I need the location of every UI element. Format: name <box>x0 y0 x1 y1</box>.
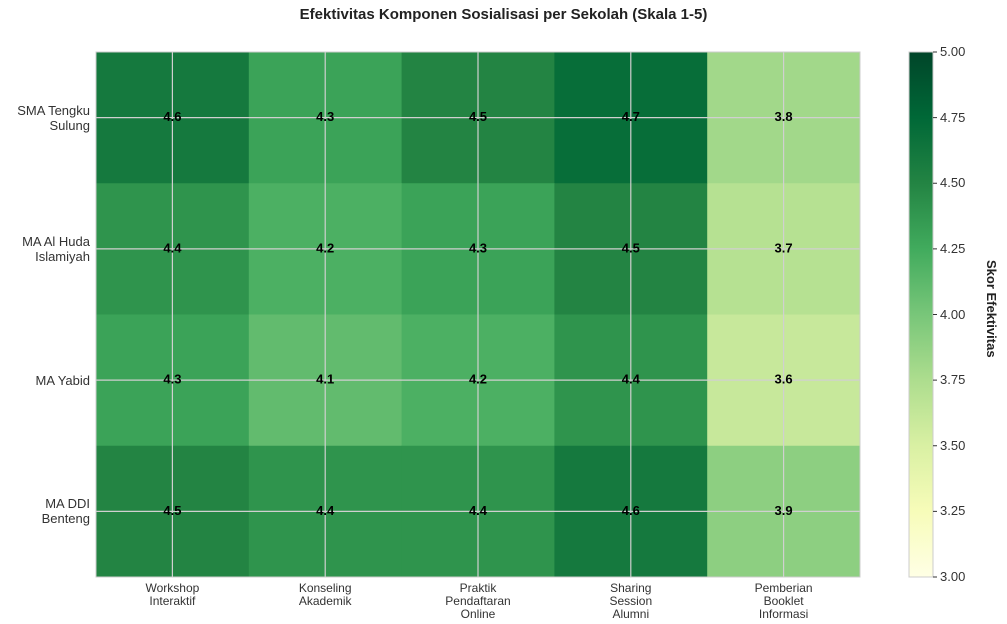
value-label: 4.3 <box>163 372 181 387</box>
value-label: 4.3 <box>469 240 487 255</box>
value-label: 4.3 <box>316 109 334 124</box>
value-label: 4.2 <box>316 240 334 255</box>
value-label: 4.5 <box>622 240 640 255</box>
plot-frame <box>95 51 861 578</box>
colorbar-tick-label: 4.00 <box>940 306 966 322</box>
y-tick-label: MA DDI Benteng <box>41 496 90 527</box>
value-label: 3.6 <box>775 372 793 387</box>
value-label: 4.4 <box>469 503 488 518</box>
value-label: 4.2 <box>469 372 487 387</box>
value-label: 3.8 <box>775 109 793 124</box>
colorbar-tick-label: 5.00 <box>940 44 966 59</box>
x-tick-label: Konseling Akademik <box>298 581 352 608</box>
value-label: 4.7 <box>622 109 640 124</box>
colorbar-label: Skor Efektivitas <box>984 259 999 358</box>
value-label: 4.4 <box>163 240 182 255</box>
colorbar <box>908 51 934 578</box>
value-label: 4.6 <box>622 503 640 518</box>
value-label: 3.9 <box>775 503 793 518</box>
colorbar-tick-label: 4.50 <box>940 175 966 191</box>
x-tick-label: Praktik Pendaftaran Online <box>445 581 511 621</box>
y-tick-label: MA Yabid <box>35 372 90 388</box>
colorbar-tick-label: 3.00 <box>940 569 966 584</box>
colorbar-tick-label: 3.75 <box>940 372 966 388</box>
value-label: 3.7 <box>775 240 793 255</box>
value-label: 4.5 <box>469 109 487 124</box>
colorbar-tick-label: 4.75 <box>940 109 966 125</box>
y-tick-label: MA Al Huda Islamiyah <box>22 233 90 264</box>
colorbar-tick-label: 3.50 <box>940 437 966 453</box>
value-label: 4.4 <box>622 372 641 387</box>
y-tick-label: SMA Tengku Sulung <box>17 102 90 133</box>
value-label: 4.6 <box>163 109 181 124</box>
value-label: 4.1 <box>316 372 334 387</box>
x-tick-label: Workshop Interaktif <box>145 581 200 608</box>
colorbar-tick-label: 4.25 <box>940 240 966 256</box>
value-label: 4.5 <box>163 503 181 518</box>
x-tick-label: Sharing Session Alumni <box>609 581 653 621</box>
colorbar-tick-label: 3.25 <box>940 503 966 519</box>
x-tick-label: Pemberian Booklet Informasi <box>754 581 813 621</box>
value-label: 4.4 <box>316 503 335 518</box>
chart-title: Efektivitas Komponen Sosialisasi per Sek… <box>299 6 708 23</box>
